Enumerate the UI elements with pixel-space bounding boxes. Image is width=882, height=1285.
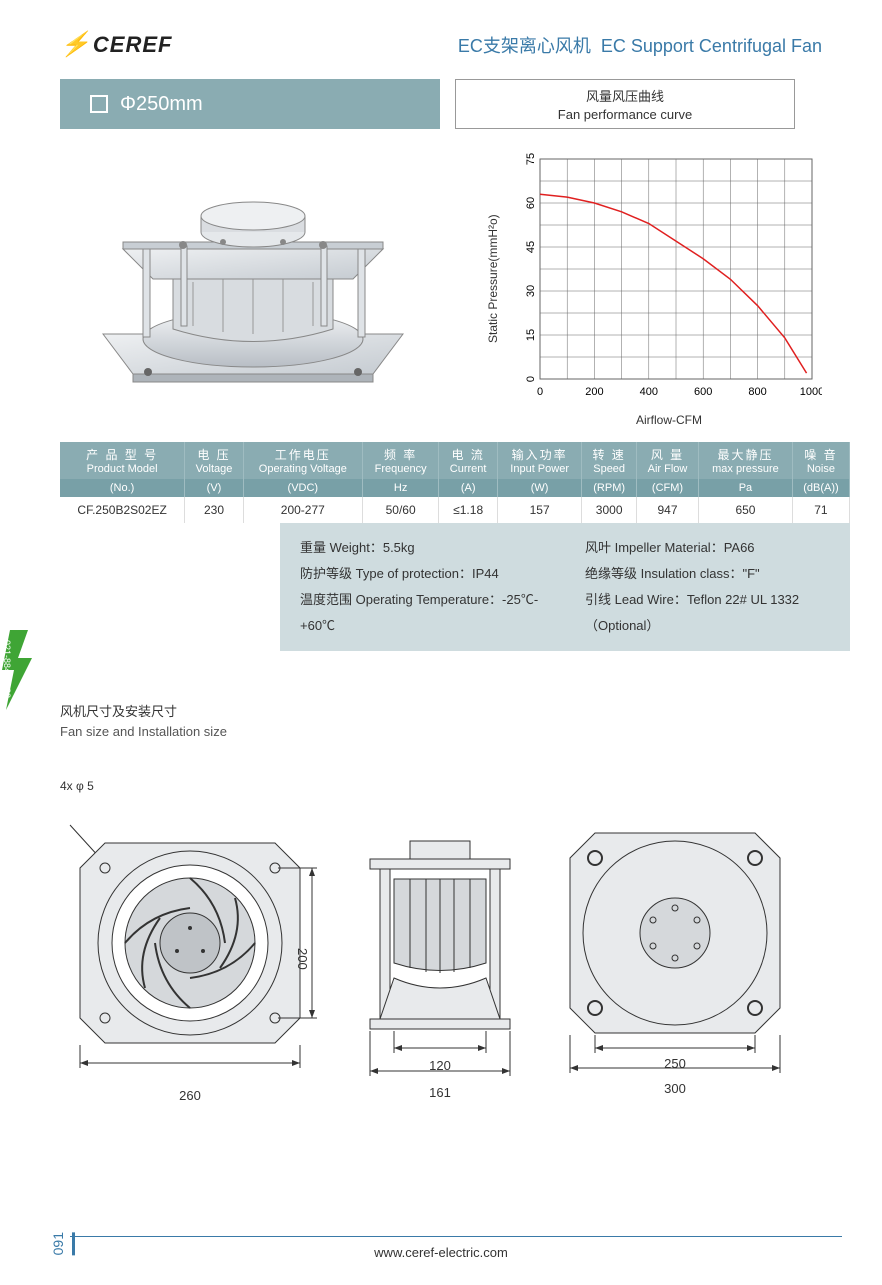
svg-text:800: 800	[748, 386, 766, 398]
col-unit: (W)	[497, 479, 581, 497]
col-header: 电 压Voltage	[185, 442, 244, 479]
col-unit: (CFM)	[636, 479, 698, 497]
col-unit: Hz	[362, 479, 439, 497]
table-cell: CF.250B2S02EZ	[60, 497, 185, 523]
footer-line	[70, 1236, 842, 1237]
performance-chart: Static Pressure(mmH²o) 02004006008001000…	[486, 149, 822, 427]
extra-impeller: 风叶 Impeller Material：PA66	[585, 535, 830, 561]
curve-label-box: 风量风压曲线 Fan performance curve	[455, 79, 795, 129]
table-cell: 947	[636, 497, 698, 523]
brand-text: CEREF	[93, 32, 173, 58]
svg-text:30: 30	[525, 285, 537, 297]
website: www.ceref-electric.com	[0, 1245, 882, 1260]
size-box: Φ250mm	[60, 79, 440, 129]
col-header: 工作电压Operating Voltage	[243, 442, 362, 479]
bolt-icon: ⚡	[60, 30, 91, 59]
col-header: 最大静压max pressure	[699, 442, 793, 479]
svg-text:60: 60	[525, 197, 537, 209]
col-header: 产 品 型 号Product Model	[60, 442, 185, 479]
svg-text:200: 200	[585, 386, 603, 398]
table-cell: 230	[185, 497, 244, 523]
col-header: 频 率Frequency	[362, 442, 439, 479]
install-title-cn: 风机尺寸及安装尺寸	[60, 701, 822, 720]
svg-text:400: 400	[640, 386, 658, 398]
svg-text:600: 600	[694, 386, 712, 398]
table-cell: 50/60	[362, 497, 439, 523]
table-cell: 71	[792, 497, 849, 523]
col-unit: Pa	[699, 479, 793, 497]
table-header-row: 产 品 型 号Product Model电 压Voltage工作电压Operat…	[60, 442, 850, 479]
table-cell: ≤1.18	[439, 497, 498, 523]
install-title-en: Fan size and Installation size	[60, 724, 822, 739]
col-unit: (A)	[439, 479, 498, 497]
col-header: 电 流Current	[439, 442, 498, 479]
col-header: 噪 音Noise	[792, 442, 849, 479]
chart-x-label: Airflow-CFM	[516, 413, 822, 427]
col-unit: (V)	[185, 479, 244, 497]
extra-lead: 引线 Lead Wire：Teflon 22# UL 1332（Optional…	[585, 587, 830, 639]
table-cell: 200-277	[243, 497, 362, 523]
svg-text:75: 75	[525, 153, 537, 165]
diagram-side: 120 161	[350, 823, 530, 1118]
chart-y-label: Static Pressure(mmH²o)	[486, 149, 500, 409]
extras-box: 重量 Weight：5.5kg 防护等级 Type of protection：…	[60, 523, 850, 651]
svg-text:45: 45	[525, 241, 537, 253]
side-tag: 021-88403223	[0, 630, 30, 710]
table-cell: 3000	[582, 497, 637, 523]
table-cell: 157	[497, 497, 581, 523]
svg-text:0: 0	[525, 376, 537, 382]
brand-logo: ⚡ CEREF	[60, 30, 172, 59]
hole-note: 4x φ 5	[60, 779, 822, 793]
col-unit: (VDC)	[243, 479, 362, 497]
svg-text:0: 0	[537, 386, 543, 398]
table-data-row: CF.250B2S02EZ230200-27750/60≤1.181573000…	[60, 497, 850, 523]
col-header: 转 速Speed	[582, 442, 637, 479]
extra-protection: 防护等级 Type of protection：IP44	[300, 561, 545, 587]
diagram-front: 260 200	[60, 823, 320, 1103]
extra-insulation: 绝缘等级 Insulation class："F"	[585, 561, 830, 587]
svg-text:15: 15	[525, 329, 537, 341]
table-unit-row: (No.)(V)(VDC)Hz(A)(W)(RPM)(CFM)Pa(dB(A))	[60, 479, 850, 497]
col-header: 风 量Air Flow	[636, 442, 698, 479]
col-unit: (No.)	[60, 479, 185, 497]
svg-text:1000: 1000	[800, 386, 822, 398]
square-icon	[90, 95, 108, 113]
product-image	[60, 149, 446, 399]
page-title: EC支架离心风机 EC Support Centrifugal Fan	[458, 32, 822, 58]
col-unit: (RPM)	[582, 479, 637, 497]
col-header: 输入功率Input Power	[497, 442, 581, 479]
extra-weight: 重量 Weight：5.5kg	[300, 535, 545, 561]
col-unit: (dB(A))	[792, 479, 849, 497]
size-label: Φ250mm	[120, 93, 203, 116]
extra-temp: 温度范围 Operating Temperature：-25℃-+60℃	[300, 587, 545, 639]
spec-table: 产 品 型 号Product Model电 压Voltage工作电压Operat…	[60, 442, 850, 523]
table-cell: 650	[699, 497, 793, 523]
diagram-back: 250 300	[560, 823, 790, 1108]
